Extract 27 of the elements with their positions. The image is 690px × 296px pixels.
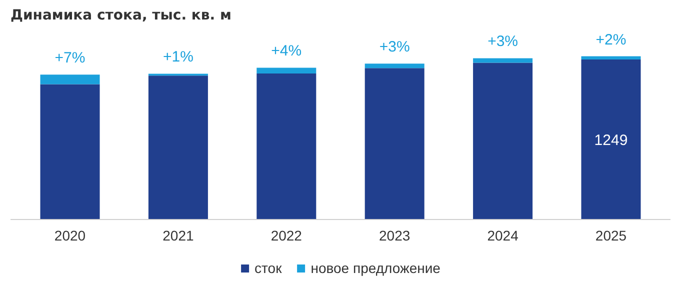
annotation: +3% (488, 33, 518, 50)
annotation: +3% (379, 38, 410, 56)
legend-label: сток (254, 260, 282, 276)
data-label: 1249 (594, 132, 628, 150)
legend-label: новое предложение (310, 260, 440, 276)
annotation: +2% (596, 31, 626, 48)
x-tick-label: 2020 (54, 228, 86, 244)
x-tick-label: 2021 (162, 228, 194, 244)
bar (581, 59, 641, 220)
bar (40, 84, 100, 220)
bar (581, 56, 641, 60)
bar (148, 76, 208, 220)
bar (364, 64, 424, 68)
x-tick-label: 2023 (379, 228, 410, 244)
bar (256, 68, 316, 74)
x-tick-label: 2025 (595, 228, 627, 244)
chart-title: Динамика стока, тыс. кв. м (10, 8, 232, 24)
annotation: +1% (162, 48, 194, 66)
bar (364, 68, 424, 220)
bar (40, 74, 100, 84)
bar (473, 62, 533, 220)
x-tick-label: 2024 (487, 228, 519, 244)
bar (473, 58, 533, 63)
annotation: +7% (54, 50, 86, 67)
annotation: +4% (271, 42, 302, 60)
x-tick-label: 2022 (270, 228, 302, 244)
bar (256, 73, 316, 220)
